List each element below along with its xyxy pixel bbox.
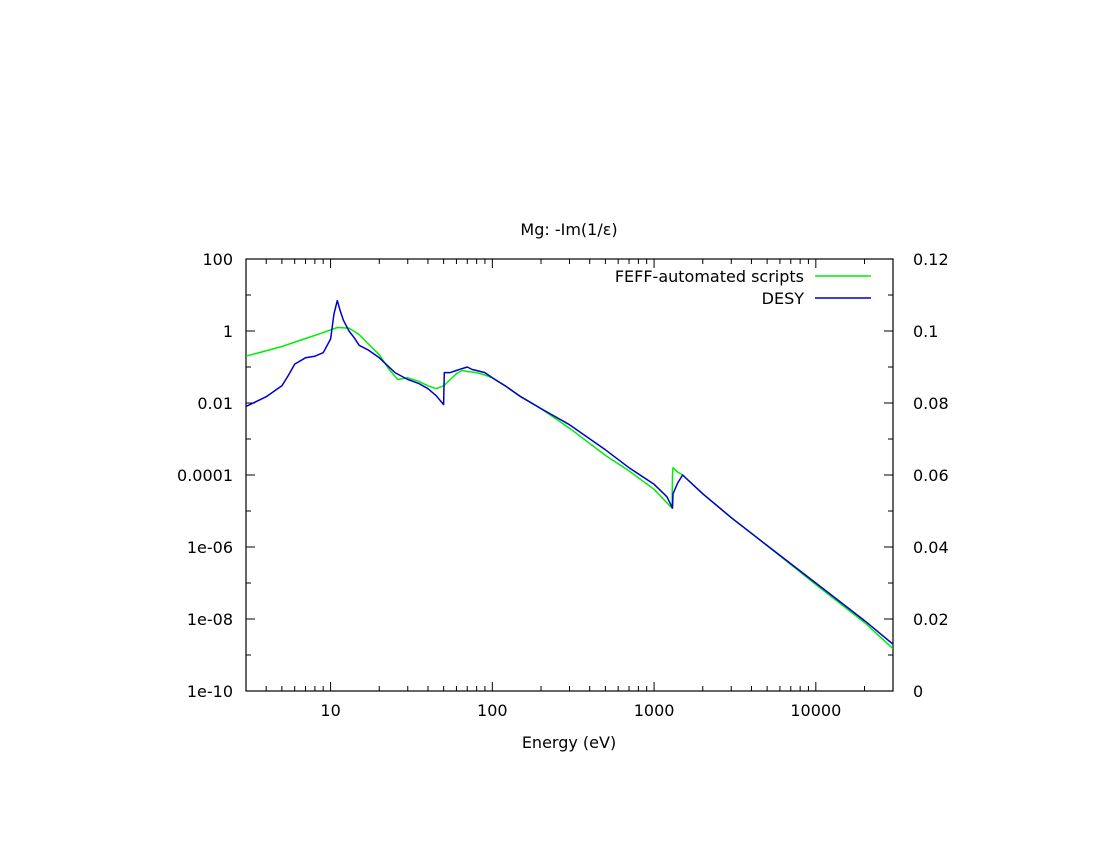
legend-label-desy: DESY	[762, 289, 805, 308]
y-tick-label-5: 1	[223, 322, 233, 341]
x-tick-label-3: 10000	[790, 701, 841, 720]
y-tick-label-3: 0.0001	[177, 466, 233, 485]
y-tick-label-0: 1e-10	[187, 682, 233, 701]
legend: FEFF-automated scripts DESY	[615, 267, 871, 308]
x-tick-label-2: 1000	[634, 701, 675, 720]
y2-tick-label-1: 0.02	[913, 610, 949, 629]
plot-frame	[245, 258, 894, 692]
y2-tick-label-2: 0.04	[913, 538, 949, 557]
x-tick-label-0: 10	[320, 701, 340, 720]
series-line-feff	[246, 326, 893, 650]
series-lines	[246, 299, 893, 650]
series-line-desy	[246, 299, 893, 645]
y-tick-label-6: 100	[202, 250, 233, 269]
legend-label-feff: FEFF-automated scripts	[615, 267, 804, 286]
y-tick-label-4: 0.01	[197, 394, 233, 413]
y-tick-label-2: 1e-06	[187, 538, 233, 557]
axis-ticks	[245, 258, 894, 692]
y2-tick-label-3: 0.06	[913, 466, 949, 485]
x-axis-label: Energy (eV)	[522, 733, 616, 752]
axis-tick-labels: 10 100 1000 100001e-101e-081e-060.00010.011…	[177, 250, 949, 720]
chart-title: Mg: -Im(1/ε)	[520, 220, 617, 239]
y2-tick-label-4: 0.08	[913, 394, 949, 413]
y-tick-label-1: 1e-08	[187, 610, 233, 629]
y2-tick-label-6: 0.12	[913, 250, 949, 269]
y2-tick-label-0: 0	[913, 682, 923, 701]
y2-tick-label-5: 0.1	[913, 322, 938, 341]
x-tick-label-1: 100	[477, 701, 508, 720]
